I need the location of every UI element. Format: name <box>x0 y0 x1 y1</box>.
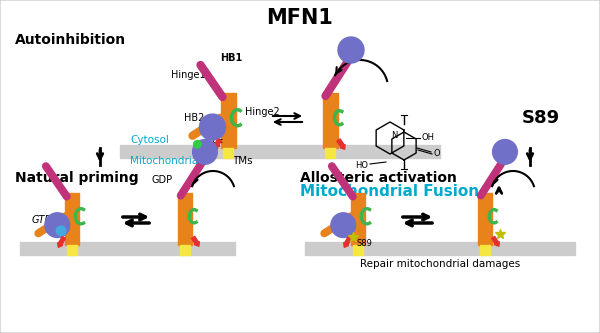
Text: TMs: TMs <box>232 156 253 166</box>
Bar <box>353 245 363 254</box>
Text: MFN1: MFN1 <box>266 8 334 28</box>
Text: HB1: HB1 <box>220 53 242 63</box>
Text: HO: HO <box>355 162 368 170</box>
Bar <box>480 245 490 254</box>
Circle shape <box>493 140 517 164</box>
Circle shape <box>193 140 217 164</box>
Text: N: N <box>391 132 397 141</box>
Bar <box>65 193 79 245</box>
Circle shape <box>194 141 201 148</box>
Text: S89: S89 <box>522 109 560 127</box>
Text: G: G <box>209 122 217 132</box>
FancyArrow shape <box>191 236 199 246</box>
Text: Autoinhibition: Autoinhibition <box>15 33 126 47</box>
Text: Mitochondrial Fusion: Mitochondrial Fusion <box>300 184 479 199</box>
Circle shape <box>338 37 364 63</box>
Circle shape <box>56 226 66 235</box>
Text: GDP: GDP <box>152 175 173 185</box>
Text: Hinge1: Hinge1 <box>172 70 206 80</box>
Text: OH: OH <box>422 134 435 143</box>
Text: S89: S89 <box>356 239 373 248</box>
Circle shape <box>331 213 356 237</box>
Bar <box>223 148 233 158</box>
FancyArrow shape <box>344 236 352 247</box>
FancyArrow shape <box>58 236 65 247</box>
FancyArrow shape <box>213 139 221 151</box>
Bar <box>178 193 192 245</box>
Bar <box>325 148 335 158</box>
Text: O: O <box>434 150 440 159</box>
FancyArrow shape <box>337 139 345 149</box>
Circle shape <box>199 114 226 140</box>
Circle shape <box>45 213 70 237</box>
Text: Mitochondria: Mitochondria <box>130 156 198 166</box>
Bar <box>120 145 440 158</box>
Bar <box>305 242 575 255</box>
Bar <box>323 93 337 148</box>
Bar <box>478 193 492 245</box>
Text: Natural priming: Natural priming <box>15 171 139 185</box>
Text: Cytosol: Cytosol <box>130 135 169 145</box>
Text: HB2: HB2 <box>184 113 204 123</box>
Text: Repair mitochondrial damages: Repair mitochondrial damages <box>360 259 520 269</box>
FancyArrow shape <box>491 236 499 246</box>
Bar <box>67 245 77 254</box>
Text: FF: FF <box>212 139 223 149</box>
Text: Allosteric activation: Allosteric activation <box>300 171 457 185</box>
Bar <box>221 93 235 148</box>
Bar <box>351 193 365 245</box>
Text: Hinge2: Hinge2 <box>245 107 280 117</box>
Bar <box>20 242 235 255</box>
Bar <box>180 245 190 254</box>
Text: GTP: GTP <box>32 215 52 225</box>
